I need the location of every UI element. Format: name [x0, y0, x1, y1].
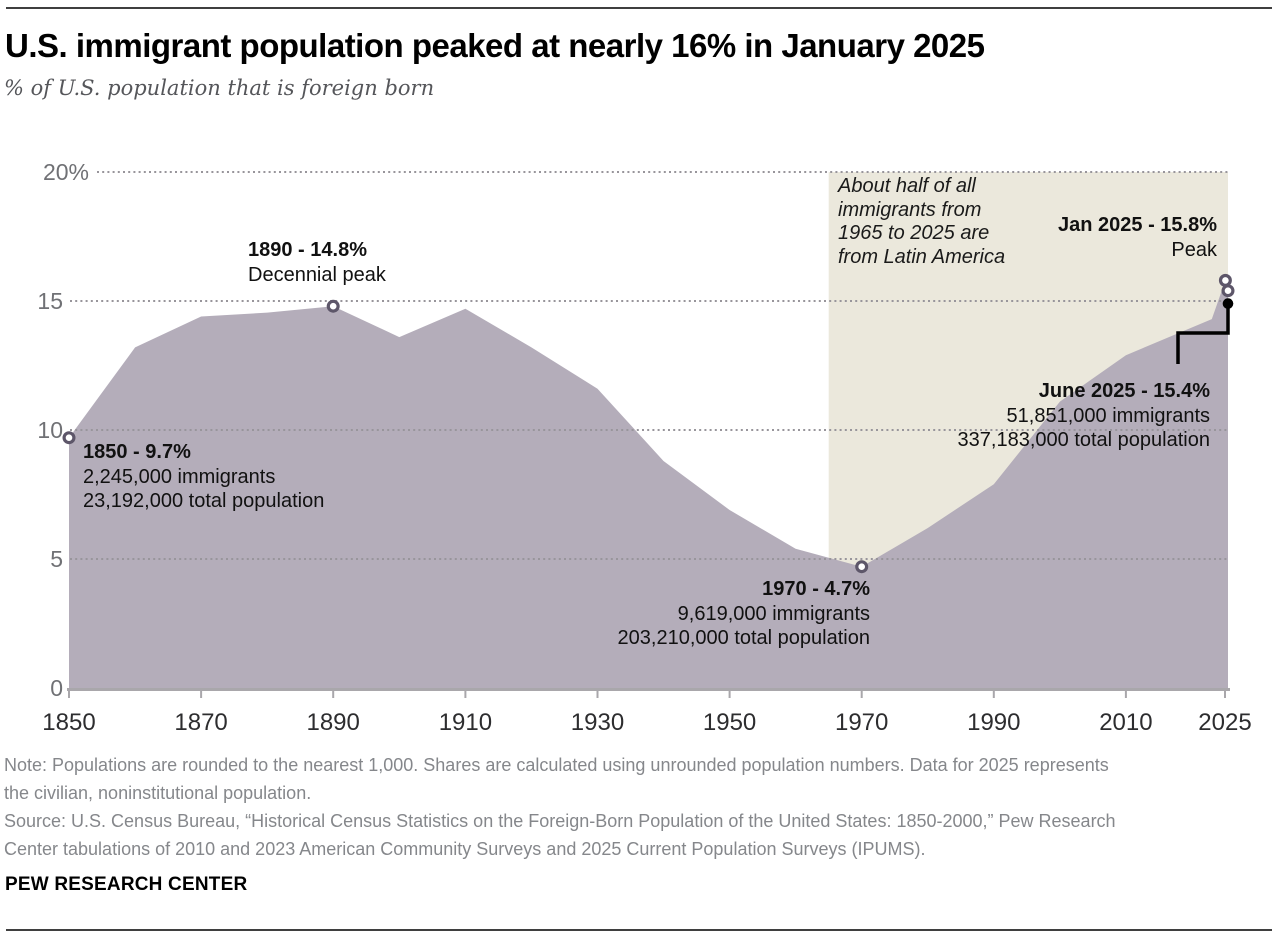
annotation-1850: 1850 - 9.7% 2,245,000 immigrants 23,192,… — [83, 440, 324, 514]
foreign-born-share-area — [69, 280, 1228, 688]
annotation-1890: 1890 - 14.8% Decennial peak — [248, 238, 386, 287]
annotation-1970: 1970 - 4.7% 9,619,000 immigrants 203,210… — [618, 577, 870, 651]
annotation-june-2025-line: 337,183,000 total population — [957, 429, 1210, 451]
top-divider — [6, 7, 1272, 9]
x-tick-label-2025: 2025 — [1198, 709, 1252, 736]
chart-note: Note: Populations are rounded to the nea… — [4, 755, 1109, 803]
leader-anchor-dot — [1222, 298, 1234, 309]
x-tick-label-1970: 1970 — [834, 709, 889, 736]
highlight-box-label: About half of all immigrants from 1965 t… — [838, 175, 1006, 268]
annotation-jan-2025-line: Peak — [1171, 238, 1217, 261]
x-tick-label-1910: 1910 — [438, 709, 493, 736]
annotation-jan-2025: Jan 2025 - 15.8% Peak — [1058, 213, 1217, 262]
june-2025-leader-line — [1176, 306, 1230, 364]
annotation-june-2025-line: 51,851,000 immigrants — [1006, 404, 1210, 427]
annotation-1970-line: 203,210,000 total population — [617, 627, 870, 649]
data-point-marker-1850 — [62, 431, 76, 445]
x-tick-label-2010: 2010 — [1099, 709, 1153, 736]
annotation-jan-2025-title: Jan 2025 - 15.8% — [1058, 214, 1217, 236]
page-title: U.S. immigrant population peaked at near… — [5, 27, 985, 64]
annotation-1850-line: 2,245,000 immigrants — [83, 465, 276, 488]
data-point-marker-2025.05 — [1218, 273, 1232, 287]
annotation-1970-line: 9,619,000 immigrants — [677, 602, 870, 625]
y-tick-label-0: 0 — [50, 675, 63, 701]
chart-subtitle: % of U.S. population that is foreign bor… — [4, 76, 435, 100]
pew-research-center-wordmark: PEW RESEARCH CENTER — [5, 874, 248, 895]
data-point-marker-1970 — [855, 560, 869, 574]
x-tick-label-1950: 1950 — [702, 709, 757, 736]
x-tick-label-1850: 1850 — [42, 709, 96, 736]
annotation-june-2025: June 2025 - 15.4% 51,851,000 immigrants … — [958, 379, 1210, 453]
bottom-divider — [6, 929, 1272, 931]
annotation-1850-line: 23,192,000 total population — [83, 490, 325, 512]
annotation-1850-title: 1850 - 9.7% — [83, 441, 191, 463]
x-tick-label-1870: 1870 — [174, 709, 228, 736]
x-tick-label-1890: 1890 — [306, 709, 360, 736]
x-tick-label-1930: 1930 — [570, 709, 625, 736]
y-tick-label-5: 5 — [50, 546, 63, 572]
annotation-june-2025-title: June 2025 - 15.4% — [1038, 380, 1210, 402]
data-point-marker-2025.45 — [1221, 284, 1235, 298]
y-tick-label-15: 15 — [37, 288, 63, 314]
annotation-1890-line: Decennial peak — [248, 263, 386, 286]
annotation-1970-title: 1970 - 4.7% — [762, 578, 870, 600]
data-point-marker-1890 — [326, 299, 340, 313]
y-tick-label-20: 20% — [42, 159, 89, 185]
x-tick-label-1990: 1990 — [967, 709, 1021, 736]
y-tick-label-10: 10 — [37, 417, 63, 443]
chart-source: Source: U.S. Census Bureau, “Historical … — [4, 811, 1116, 859]
annotation-1890-title: 1890 - 14.8% — [248, 239, 367, 261]
